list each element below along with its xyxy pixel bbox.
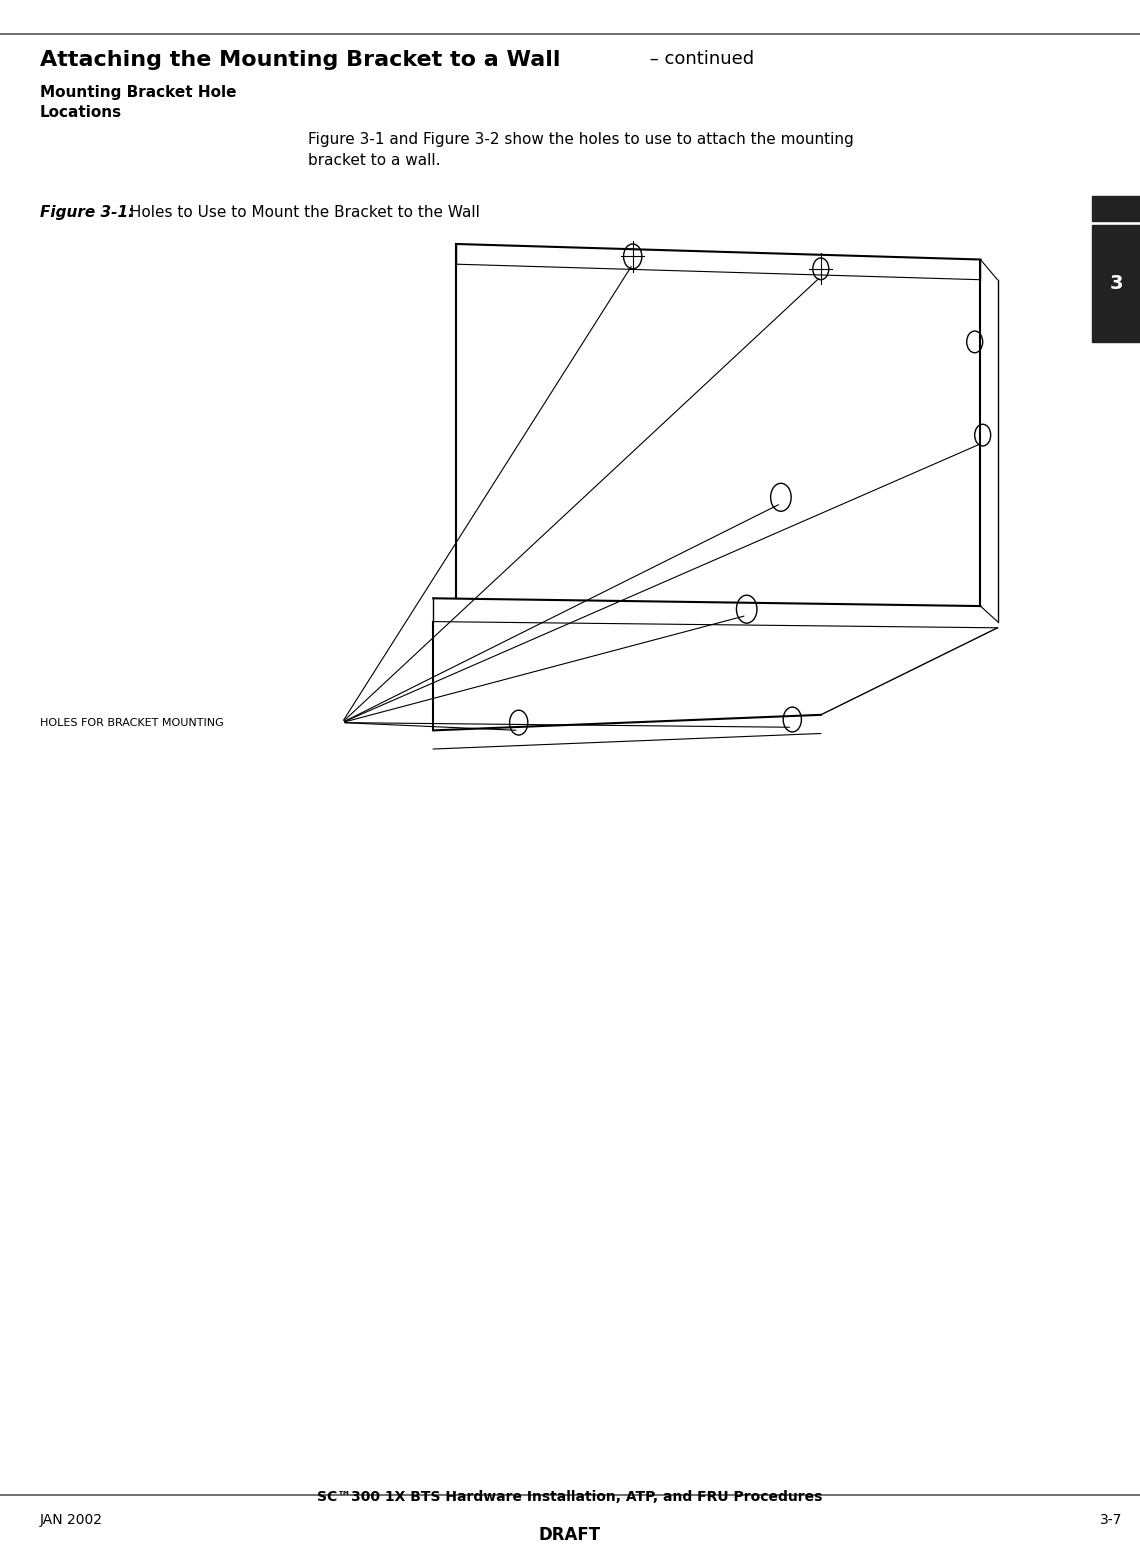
Text: 3-7: 3-7 — [1100, 1512, 1123, 1528]
Text: 3: 3 — [1109, 274, 1123, 294]
FancyBboxPatch shape — [1092, 196, 1140, 221]
FancyBboxPatch shape — [1092, 225, 1140, 342]
Text: Mounting Bracket Hole
Locations: Mounting Bracket Hole Locations — [40, 85, 236, 120]
Text: SC™300 1X BTS Hardware Installation, ATP, and FRU Procedures: SC™300 1X BTS Hardware Installation, ATP… — [317, 1490, 823, 1504]
Text: – continued: – continued — [644, 50, 755, 68]
Text: Figure 3-1 and Figure 3-2 show the holes to use to attach the mounting
bracket t: Figure 3-1 and Figure 3-2 show the holes… — [308, 132, 854, 168]
Text: JAN 2002: JAN 2002 — [40, 1512, 103, 1528]
Text: DRAFT: DRAFT — [539, 1526, 601, 1545]
Text: Attaching the Mounting Bracket to a Wall: Attaching the Mounting Bracket to a Wall — [40, 50, 561, 70]
Text: Holes to Use to Mount the Bracket to the Wall: Holes to Use to Mount the Bracket to the… — [125, 205, 480, 221]
Text: Figure 3-1:: Figure 3-1: — [40, 205, 135, 221]
Text: HOLES FOR BRACKET MOUNTING: HOLES FOR BRACKET MOUNTING — [40, 718, 223, 727]
